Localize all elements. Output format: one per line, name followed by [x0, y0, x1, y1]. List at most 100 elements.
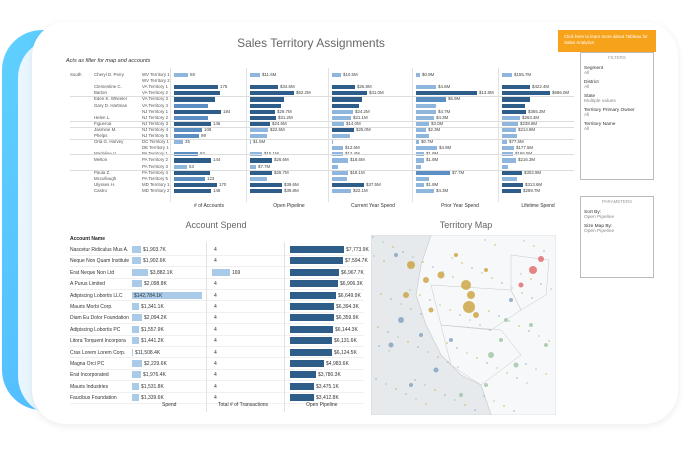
account-location-dot[interactable]	[467, 291, 475, 299]
account-location-dot[interactable]	[457, 366, 459, 368]
account-location-dot[interactable]	[385, 383, 387, 385]
account-location-dot[interactable]	[394, 253, 398, 257]
account-location-dot[interactable]	[529, 323, 533, 327]
account-row[interactable]: Erat Incorporated $1,976.4K 4 $3,780.3K	[70, 369, 364, 382]
account-location-dot[interactable]	[424, 384, 426, 386]
account-location-dot[interactable]	[474, 409, 476, 411]
account-row[interactable]: A Purus Limited $2,098.8K 4 $6,906.3K	[70, 278, 364, 290]
territory-row[interactable]: Castro MD Territory 2 146 $39.8M $22.1M $4.3M…	[70, 188, 578, 194]
account-location-dot[interactable]	[484, 239, 486, 241]
account-location-dot[interactable]	[429, 299, 431, 301]
account-location-dot[interactable]	[548, 340, 550, 342]
account-location-dot[interactable]	[439, 304, 441, 306]
account-row[interactable]: Cras Lorem Lorem Corp. $11,508.4K 4 $6,124.…	[70, 347, 364, 359]
account-location-dot[interactable]	[501, 282, 503, 284]
account-location-dot[interactable]	[449, 309, 451, 311]
account-location-dot[interactable]	[382, 241, 384, 243]
account-location-dot[interactable]	[521, 292, 523, 294]
account-location-dot[interactable]	[459, 393, 463, 397]
account-location-dot[interactable]	[383, 260, 385, 262]
account-location-dot[interactable]	[471, 267, 473, 269]
learn-more-button[interactable]: Click here to learn more about Tableau f…	[558, 30, 656, 52]
account-location-dot[interactable]	[461, 280, 471, 290]
account-location-dot[interactable]	[543, 250, 545, 252]
account-location-dot[interactable]	[409, 383, 413, 387]
account-row[interactable]: Litora Torquent Incorpora $1,441.2K 4 $6,13…	[70, 335, 364, 347]
account-location-dot[interactable]	[447, 361, 449, 363]
account-location-dot[interactable]	[531, 297, 533, 299]
account-location-dot[interactable]	[446, 342, 448, 344]
account-location-dot[interactable]	[372, 236, 374, 238]
account-row[interactable]: Adipiscing Lobortis LLC $142,784.1K 4 $6,64…	[70, 290, 364, 302]
filter-value[interactable]: All	[584, 85, 590, 90]
account-location-dot[interactable]	[437, 356, 439, 358]
account-location-dot[interactable]	[461, 262, 463, 264]
account-location-dot[interactable]	[427, 351, 429, 353]
account-location-dot[interactable]	[459, 314, 461, 316]
territory-row[interactable]: Figueroa NJ Territory 3 146 $24.6M $14.0M $3.…	[70, 121, 578, 127]
account-location-dot[interactable]	[388, 342, 394, 348]
account-location-dot[interactable]	[540, 283, 542, 285]
account-location-dot[interactable]	[442, 271, 444, 273]
account-location-dot[interactable]	[387, 331, 389, 333]
account-location-dot[interactable]	[422, 261, 424, 263]
account-location-dot[interactable]	[433, 367, 439, 373]
account-location-dot[interactable]	[516, 377, 518, 379]
account-location-dot[interactable]	[428, 307, 434, 313]
territory-row[interactable]: Orla G. Harvey DC Territory 1 35 $1.5M $0.7M…	[70, 139, 578, 145]
account-location-dot[interactable]	[407, 341, 409, 343]
account-location-dot[interactable]	[493, 400, 495, 402]
account-location-dot[interactable]	[513, 410, 515, 412]
account-location-dot[interactable]	[452, 276, 454, 278]
account-location-dot[interactable]	[526, 382, 528, 384]
account-location-dot[interactable]	[523, 240, 525, 242]
account-location-dot[interactable]	[508, 320, 510, 322]
account-location-dot[interactable]	[469, 319, 471, 321]
account-location-dot[interactable]	[419, 294, 421, 296]
account-location-dot[interactable]	[454, 253, 458, 257]
territory-row[interactable]: Ulysses H. MD Territory 1 170 $39.6M $37.5M $…	[70, 182, 578, 188]
account-location-dot[interactable]	[398, 317, 404, 323]
filter-value[interactable]: All	[584, 127, 590, 132]
account-location-dot[interactable]	[550, 288, 552, 290]
parameter-value[interactable]: Open Pipeline	[584, 215, 615, 220]
account-location-dot[interactable]	[481, 272, 483, 274]
territory-row[interactable]: PA Territory 3 53 $7.7M	[70, 164, 578, 170]
account-location-dot[interactable]	[378, 345, 380, 347]
filter-value[interactable]: All	[584, 71, 590, 76]
account-location-dot[interactable]	[511, 287, 513, 289]
account-location-dot[interactable]	[518, 282, 524, 288]
account-location-dot[interactable]	[451, 257, 453, 259]
account-location-dot[interactable]	[530, 278, 532, 280]
account-location-dot[interactable]	[390, 298, 392, 300]
account-location-dot[interactable]	[484, 383, 488, 387]
territory-map[interactable]	[371, 235, 556, 415]
account-row[interactable]: Adipiscing Lobortis PC $1,557.9K 4 $6,144.3…	[70, 324, 364, 336]
account-location-dot[interactable]	[425, 403, 427, 405]
account-location-dot[interactable]	[528, 330, 530, 332]
account-location-dot[interactable]	[518, 325, 520, 327]
account-location-dot[interactable]	[525, 363, 527, 365]
account-location-dot[interactable]	[417, 346, 419, 348]
account-location-dot[interactable]	[496, 367, 498, 369]
account-location-dot[interactable]	[373, 255, 375, 257]
account-location-dot[interactable]	[504, 318, 508, 322]
account-row[interactable]: Erat Neque Non Ltd $3,882.1K 169 $6,967.7K	[70, 267, 364, 279]
account-row[interactable]: Faucibus Foundation $1,339.6K 4 $3,412.8K	[70, 392, 364, 404]
account-location-dot[interactable]	[415, 398, 417, 400]
account-location-dot[interactable]	[479, 324, 481, 326]
account-location-dot[interactable]	[513, 362, 519, 368]
account-location-dot[interactable]	[420, 313, 422, 315]
account-location-dot[interactable]	[491, 277, 493, 279]
territory-row[interactable]: Eden K. Wheeler VA Territory 3 $6.9M	[70, 96, 578, 102]
account-location-dot[interactable]	[473, 312, 479, 318]
account-location-dot[interactable]	[544, 343, 548, 347]
account-location-dot[interactable]	[375, 378, 377, 380]
account-row[interactable]: Mauris Industries $1,531.8K 4 $3,475.1K	[70, 381, 364, 393]
account-location-dot[interactable]	[494, 244, 496, 246]
account-location-dot[interactable]	[488, 352, 494, 358]
account-location-dot[interactable]	[533, 245, 535, 247]
territory-row[interactable]: Barton VA Territory 2 $52.2M $41.0M $13.8M $6…	[70, 90, 578, 96]
account-location-dot[interactable]	[538, 335, 540, 337]
account-location-dot[interactable]	[388, 350, 390, 352]
